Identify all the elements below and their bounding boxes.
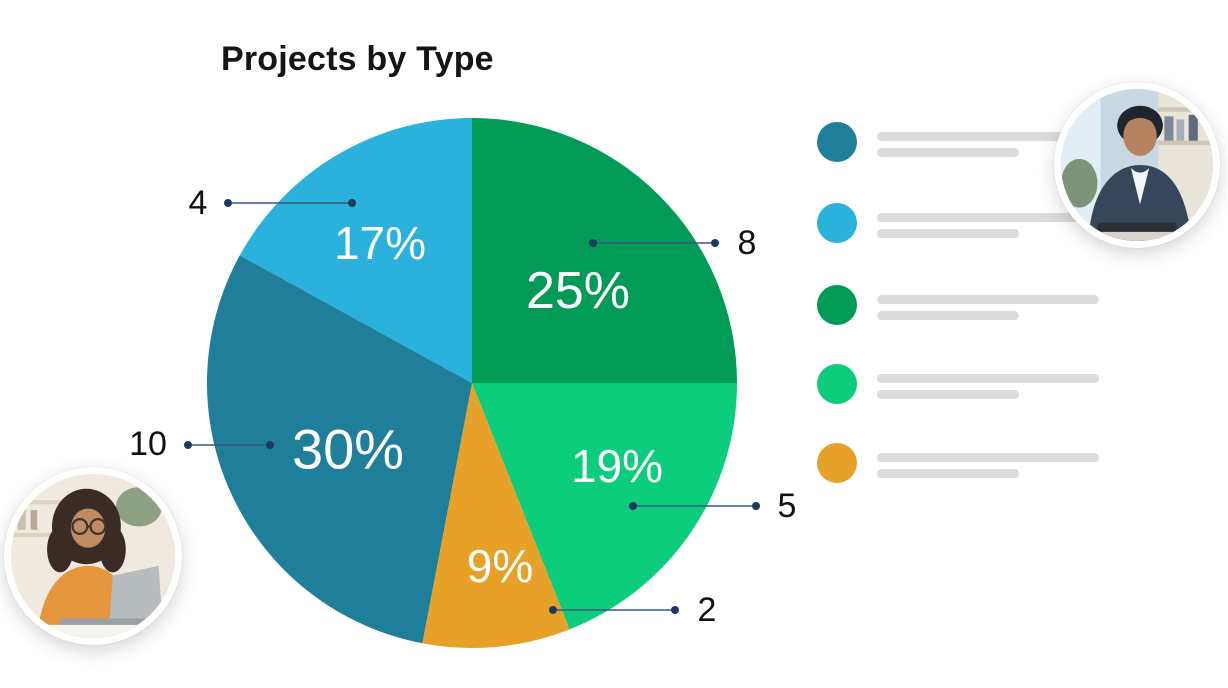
slice-lightblue-callout-dot-1 <box>224 199 232 207</box>
legend-item-green-text-placeholder <box>877 285 1099 325</box>
slice-lightgreen-callout-dot-0 <box>629 502 637 510</box>
legend-item-lightblue-bar-long <box>877 213 1099 222</box>
legend-item-orange-bar-long <box>877 453 1099 462</box>
slice-orange-percent-label: 9% <box>467 540 533 592</box>
legend-item-green-dot-icon <box>817 285 857 325</box>
slice-lightblue-count-label: 4 <box>189 184 208 222</box>
slice-orange <box>422 383 570 649</box>
slice-lightblue-callout-dot-0 <box>348 199 356 207</box>
legend-item-lightgreen-bar-short <box>877 390 1019 399</box>
legend-item-lightblue-text-placeholder <box>877 203 1099 243</box>
slice-lightblue-percent-label: 17% <box>334 217 426 269</box>
legend-item-lightgreen-dot-icon <box>817 364 857 404</box>
legend-item-orange <box>817 443 1099 483</box>
legend <box>817 0 1141 688</box>
slice-lightblue <box>239 118 472 383</box>
slice-orange-callout-dot-0 <box>549 606 557 614</box>
slice-teal-callout-dot-1 <box>184 441 192 449</box>
legend-item-lightblue-dot-icon <box>817 203 857 243</box>
slice-lightgreen-count-label: 5 <box>778 487 797 525</box>
slice-teal <box>207 255 473 644</box>
avatar-man-photo <box>1054 82 1220 248</box>
slice-orange-count-label: 2 <box>698 591 717 629</box>
slice-orange-callout-dot-1 <box>671 606 679 614</box>
legend-item-orange-dot-icon <box>817 443 857 483</box>
avatar-man-illustration <box>1061 89 1213 241</box>
slice-green <box>472 118 737 383</box>
slice-teal-callout-dot-0 <box>266 441 274 449</box>
slice-green-callout-dot-0 <box>589 239 597 247</box>
avatar-woman-photo <box>4 467 182 645</box>
page-title: Projects by Type <box>221 40 494 78</box>
slice-green-callout-dot-1 <box>711 239 719 247</box>
slice-lightgreen-callout-dot-1 <box>752 502 760 510</box>
legend-item-teal-dot-icon <box>817 122 857 162</box>
slice-teal-percent-label: 30% <box>292 418 404 481</box>
legend-item-teal <box>817 122 1099 162</box>
slice-green-count-label: 8 <box>738 224 757 262</box>
slice-teal-count-label: 10 <box>129 425 167 463</box>
legend-item-lightblue-bar-short <box>877 229 1019 238</box>
legend-item-teal-text-placeholder <box>877 122 1099 162</box>
legend-item-teal-bar-long <box>877 132 1099 141</box>
legend-item-green-bar-short <box>877 311 1019 320</box>
legend-item-lightgreen <box>817 364 1099 404</box>
legend-item-orange-text-placeholder <box>877 443 1099 483</box>
slice-lightgreen-percent-label: 19% <box>571 440 663 492</box>
legend-item-green <box>817 285 1099 325</box>
legend-item-orange-bar-short <box>877 469 1019 478</box>
avatar-woman-illustration <box>11 474 175 638</box>
legend-item-lightblue <box>817 203 1099 243</box>
legend-item-green-bar-long <box>877 295 1099 304</box>
slice-lightgreen <box>472 383 737 630</box>
slice-green-percent-label: 25% <box>526 262 630 320</box>
legend-item-lightgreen-bar-long <box>877 374 1099 383</box>
legend-item-lightgreen-text-placeholder <box>877 364 1099 404</box>
legend-item-teal-bar-short <box>877 148 1019 157</box>
